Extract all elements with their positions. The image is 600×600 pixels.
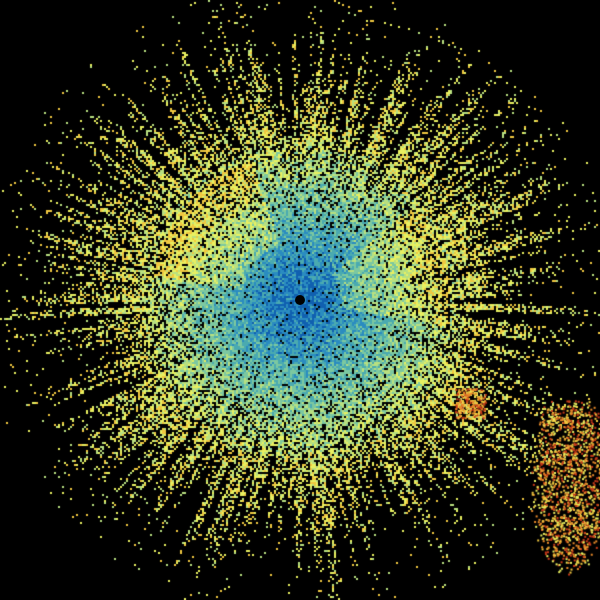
radar-site-marker [295,295,305,305]
